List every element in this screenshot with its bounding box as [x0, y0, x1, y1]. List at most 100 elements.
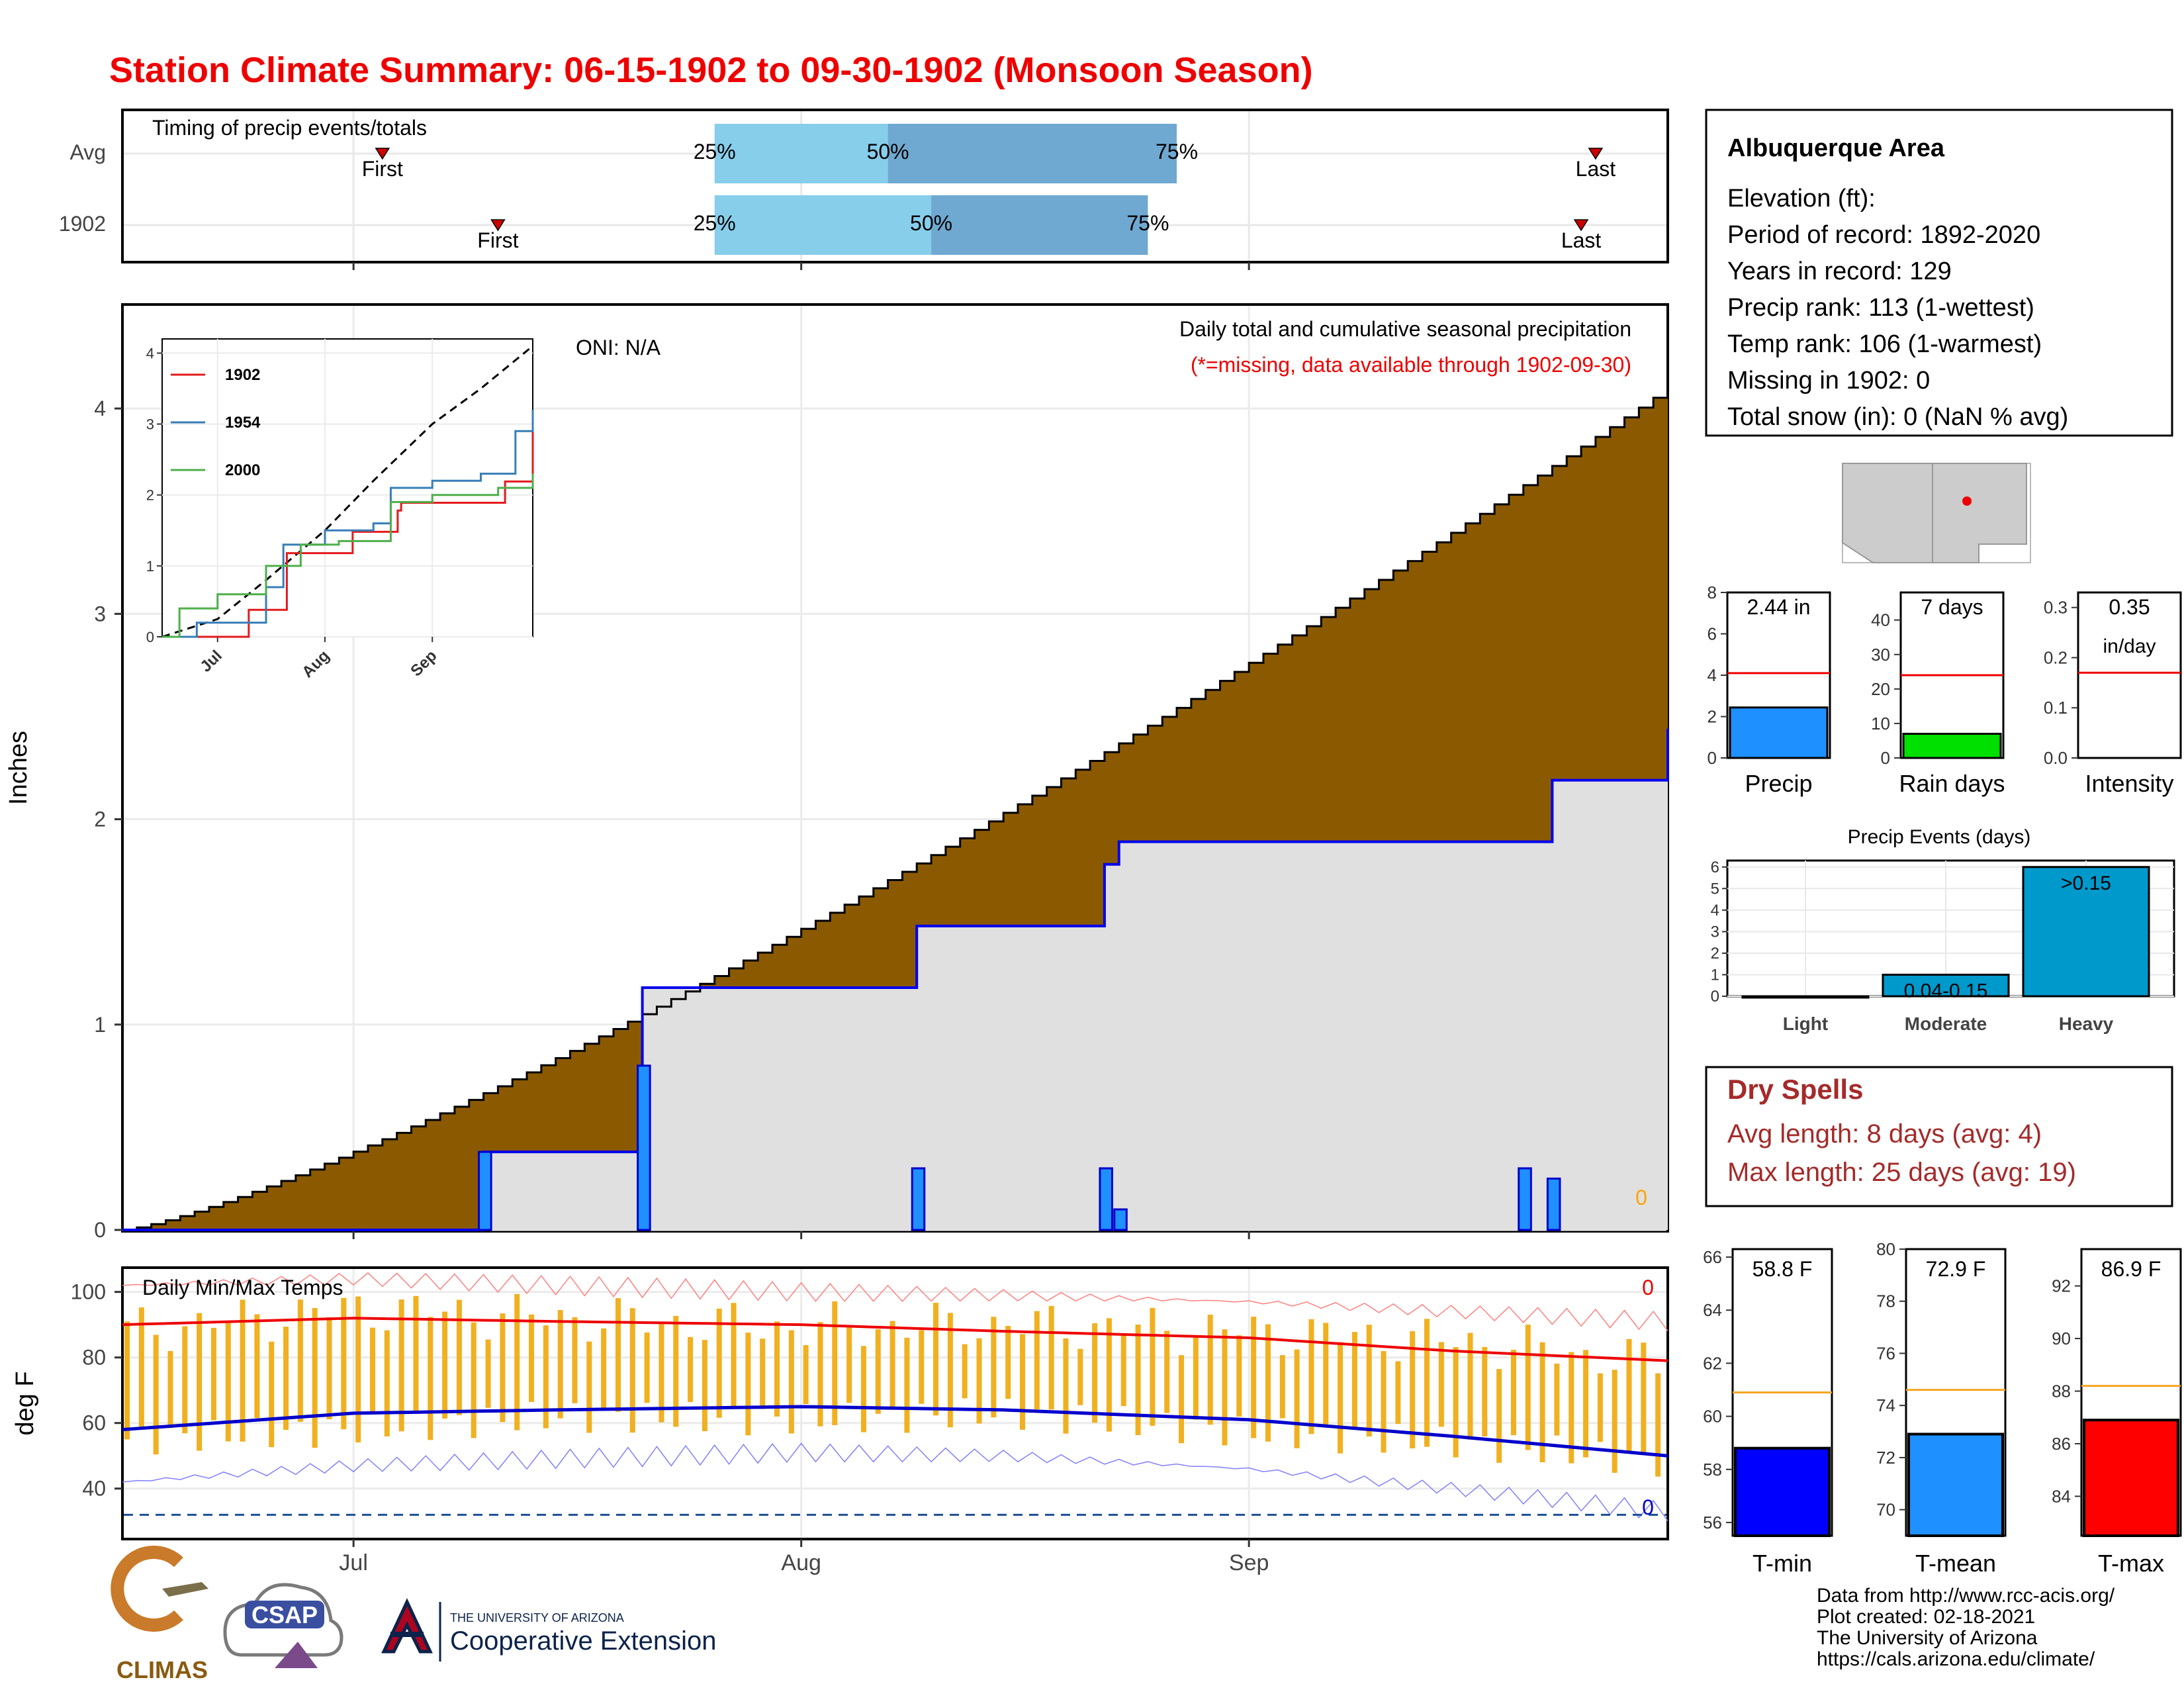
timing-row-avg-label: Avg	[69, 140, 106, 164]
timing-panel: Timing of precip events/totals Avg 1902 …	[59, 109, 1669, 270]
daily-temp-range-bar	[1569, 1352, 1574, 1464]
daily-temp-range-bar	[1655, 1373, 1661, 1477]
inset-line-2000	[162, 473, 534, 638]
record-max-line	[122, 1272, 1668, 1332]
summary-bar-name: Intensity	[2085, 770, 2173, 797]
daily-temp-range-bar	[1597, 1373, 1603, 1442]
timing-p50-label: 50%	[867, 140, 909, 164]
daily-temp-range-bar	[1641, 1342, 1647, 1454]
temp-bar-ytick-label: 88	[2052, 1382, 2071, 1401]
events-ytick-label: 0	[1711, 988, 1719, 1006]
daily-temp-range-bar	[1092, 1323, 1098, 1423]
temp-ylabel: deg F	[11, 1371, 39, 1435]
daily-temp-range-bar	[1265, 1324, 1271, 1442]
temp-bar-name: T-max	[2098, 1550, 2164, 1577]
daily-temp-range-bar	[1612, 1370, 1617, 1473]
events-xtick-label: Moderate	[1905, 1013, 1987, 1034]
csap-logo: CSAP	[223, 1583, 343, 1668]
daily-temp-range-bar	[860, 1346, 866, 1432]
temp-xtick-label: Sep	[1229, 1550, 1269, 1575]
daily-temp-range-bar	[167, 1350, 173, 1429]
precip-ytick-label: 4	[94, 397, 106, 420]
daily-temp-range-bar	[1554, 1363, 1560, 1436]
ua-logo: THE UNIVERSITY OF ARIZONA Cooperative Ex…	[381, 1598, 716, 1662]
temp-bar-name: T-mean	[1915, 1550, 1996, 1577]
footer-credits: Data from http://www.rcc-acis.org/Plot c…	[1817, 1585, 2115, 1670]
daily-temp-range-bar	[1034, 1311, 1040, 1410]
daily-temp-range-bar	[702, 1340, 707, 1432]
temp-bar-ytick-label: 92	[2052, 1276, 2071, 1296]
timing-bar-50-75	[931, 195, 1148, 255]
summary-bar-ytick-label: 0.3	[2044, 598, 2068, 618]
daily-temp-range-bar	[1424, 1319, 1430, 1447]
summary-bar-label: 0.35	[2109, 595, 2150, 619]
climas-logo-text: CLIMAS	[116, 1656, 208, 1683]
info-line: Missing in 1902: 0	[1727, 367, 1930, 395]
daily-temp-range-bar	[1005, 1326, 1011, 1399]
daily-temp-range-bar	[138, 1307, 144, 1427]
daily-temp-range-bar	[1135, 1324, 1141, 1435]
temp-bar-ytick-label: 58	[1703, 1460, 1722, 1479]
daily-temp-range-bar	[1077, 1348, 1083, 1405]
summary-bar-ytick-label: 0.2	[2044, 647, 2068, 667]
daily-temp-range-bar	[673, 1315, 679, 1427]
summary-bar-ytick-label: 2	[1707, 707, 1717, 727]
daily-temp-range-bar	[904, 1337, 910, 1433]
avg-min-line	[122, 1405, 1668, 1458]
first-event-marker	[375, 148, 390, 160]
timing-p25-label: 25%	[694, 211, 736, 235]
events-xtick-label: Light	[1783, 1013, 1828, 1034]
summary-bar-ytick-label: 40	[1871, 610, 1890, 630]
daily-temp-range-bar	[1438, 1342, 1444, 1427]
daily-temp-range-bar	[341, 1297, 347, 1430]
events-bar-label: 0.04-0.15	[1904, 980, 1988, 1002]
temp-bar-ytick-label: 74	[1876, 1395, 1895, 1415]
avg-max-line	[122, 1317, 1668, 1362]
dry-spells-title: Dry Spells	[1727, 1074, 1863, 1105]
daily-temp-range-bar	[1150, 1307, 1156, 1426]
daily-temp-range-bar	[1510, 1350, 1516, 1436]
daily-temp-range-bar	[947, 1313, 953, 1428]
temp-bar-label: 58.8 F	[1752, 1257, 1813, 1281]
dry-spells-avg: Avg length: 8 days (avg: 4)	[1727, 1119, 2042, 1149]
inset-legend-label: 1954	[225, 414, 261, 432]
daily-temp-range-bar	[1120, 1335, 1126, 1407]
temp-xtick-label: Aug	[781, 1550, 821, 1575]
ua-logo-line1: THE UNIVERSITY OF ARIZONA	[450, 1611, 624, 1624]
daily-temp-range-bar	[1251, 1317, 1257, 1438]
daily-temp-range-bar	[1164, 1331, 1170, 1413]
station-location-marker	[1962, 496, 1972, 506]
daily-temp-range-bar	[543, 1325, 549, 1429]
events-bar-label: >0.15	[2061, 872, 2111, 894]
footer-line: Data from http://www.rcc-acis.org/	[1817, 1585, 2115, 1607]
temp-bar-ytick-label: 90	[2052, 1329, 2071, 1348]
last-event-label: Last	[1576, 157, 1616, 181]
avg-cumulative-line	[122, 388, 1669, 1231]
summary-value-bar	[1902, 733, 2002, 759]
timing-bar-25-50	[714, 124, 888, 183]
daily-temp-range-bar	[1294, 1349, 1300, 1448]
daily-temp-range-bar	[442, 1311, 448, 1419]
temp-bar-ytick-label: 80	[1876, 1239, 1895, 1259]
daily-temp-range-bar	[889, 1321, 895, 1408]
summary-bar-ytick-label: 4	[1707, 665, 1717, 685]
daily-temp-range-bar	[919, 1330, 925, 1404]
location-map	[1842, 463, 2031, 563]
daily-temp-range-bar	[529, 1314, 535, 1402]
daily-temp-range-bar	[586, 1341, 592, 1433]
daily-temp-range-bar	[1323, 1323, 1329, 1426]
temp-bar-label: 72.9 F	[1926, 1257, 1986, 1281]
summary-bar-ytick-label: 0.0	[2044, 748, 2068, 768]
temp-bar-name: T-min	[1752, 1550, 1812, 1577]
daily-temp-range-bar	[659, 1324, 664, 1423]
daily-temp-range-bar	[1525, 1325, 1531, 1450]
daily-temp-range-bar	[1381, 1351, 1387, 1453]
temp-bar-ytick-label: 62	[1703, 1353, 1722, 1373]
events-ytick-label: 2	[1711, 945, 1719, 962]
daily-temp-range-bar	[572, 1317, 578, 1403]
precip-ylabel: Inches	[5, 731, 32, 805]
summary-bar-ytick-label: 8	[1707, 583, 1717, 602]
timing-bar-25-50	[714, 195, 932, 255]
daily-temp-range-bar	[745, 1333, 751, 1436]
precip-ytick-label: 2	[94, 808, 106, 831]
